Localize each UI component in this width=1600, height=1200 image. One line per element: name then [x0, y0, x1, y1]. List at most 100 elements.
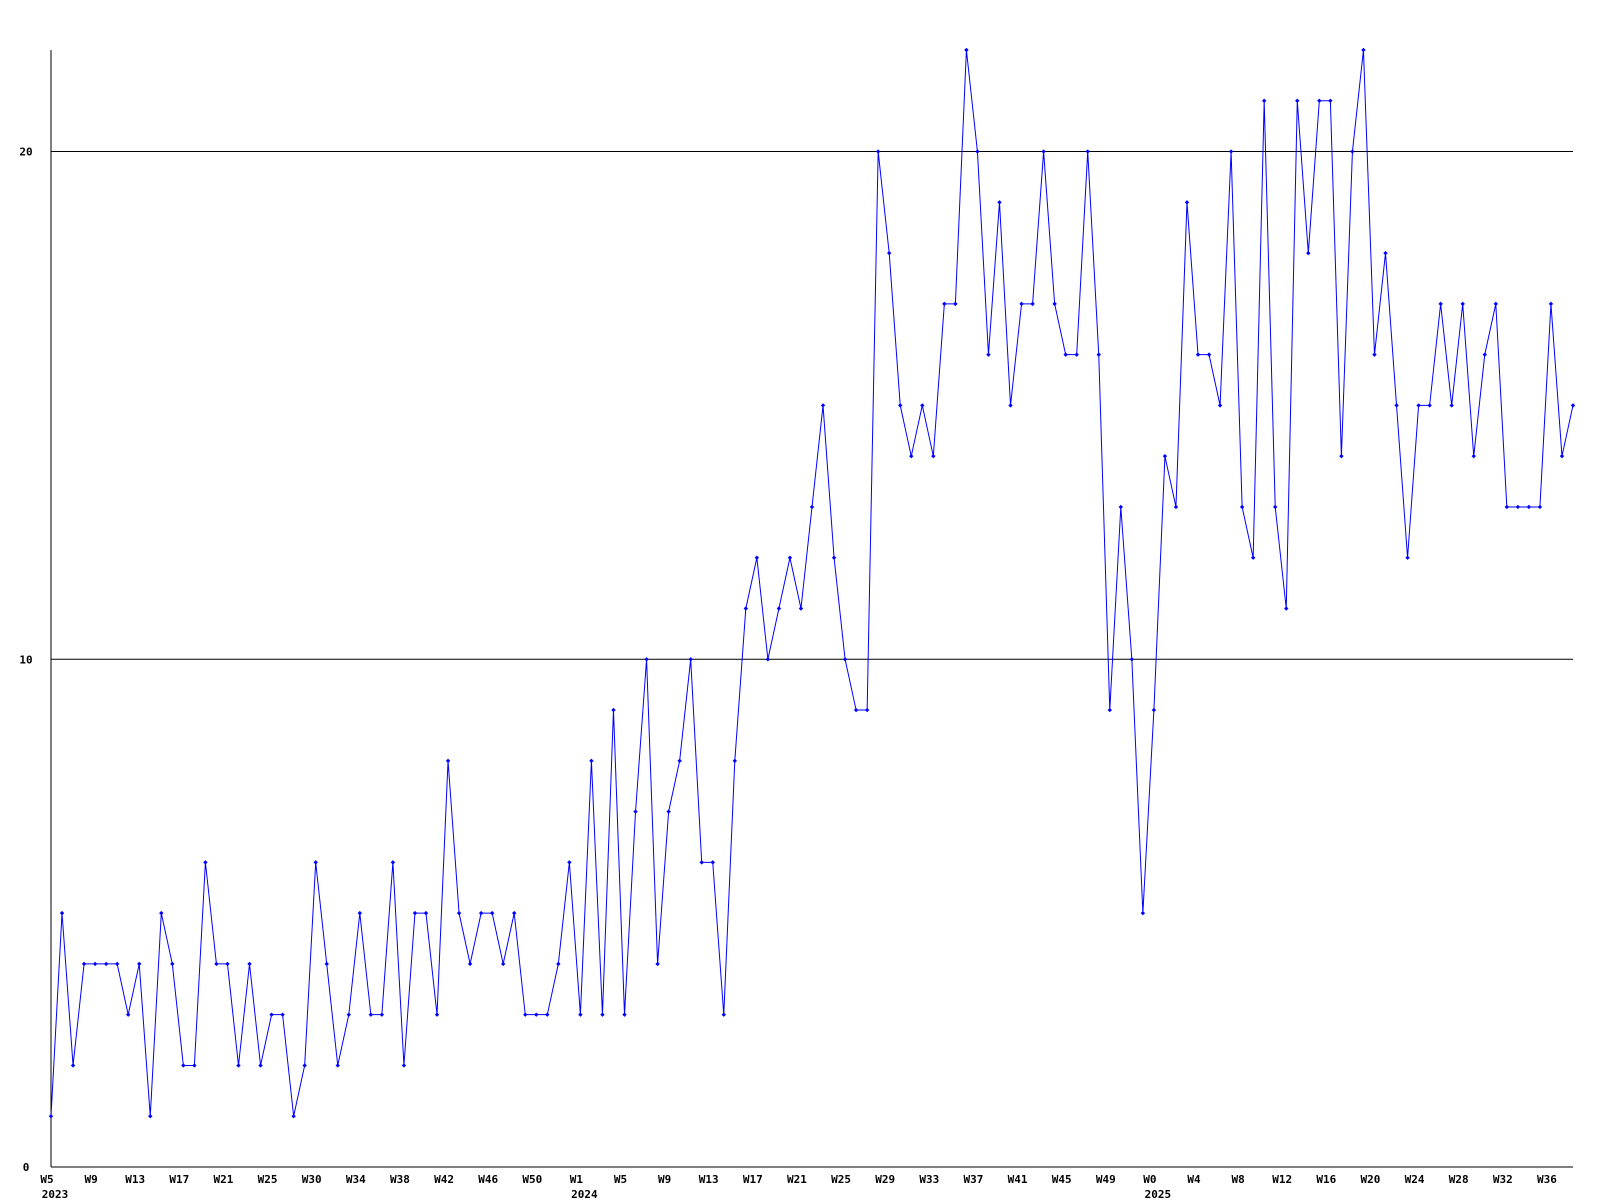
- y-tick-label: 10: [19, 653, 32, 666]
- data-point: [1317, 98, 1322, 103]
- data-point: [1096, 352, 1101, 357]
- data-point: [1107, 707, 1112, 713]
- data-point: [1295, 98, 1300, 103]
- data-point: [1052, 301, 1057, 307]
- x-tick-label: W29: [875, 1173, 895, 1186]
- data-point: [798, 606, 804, 611]
- x-year-label: 2025: [1145, 1188, 1172, 1200]
- data-point: [126, 1012, 131, 1017]
- x-tick-label: W1: [570, 1173, 584, 1186]
- x-tick-label: W21: [214, 1173, 234, 1186]
- data-point: [1306, 250, 1311, 256]
- data-point: [456, 910, 462, 916]
- data-point: [313, 860, 318, 865]
- data-point: [148, 1114, 153, 1119]
- data-point: [622, 1012, 627, 1017]
- data-point: [776, 606, 782, 611]
- data-point: [1471, 453, 1476, 459]
- data-point: [1228, 149, 1234, 154]
- data-point: [291, 1114, 296, 1119]
- data-point: [589, 758, 594, 764]
- data-point: [467, 961, 473, 967]
- data-point: [986, 352, 991, 357]
- x-tick-label: W30: [302, 1173, 322, 1186]
- data-point: [1394, 403, 1399, 408]
- data-point: [302, 1063, 307, 1068]
- x-tick-label: W13: [699, 1173, 719, 1186]
- x-tick-label: W38: [390, 1173, 410, 1186]
- data-point: [1118, 504, 1124, 510]
- x-tick-label: W17: [169, 1173, 189, 1186]
- data-point: [247, 961, 252, 967]
- x-tick-label: W41: [1008, 1173, 1028, 1186]
- data-point: [820, 403, 826, 408]
- data-point: [1559, 453, 1565, 459]
- x-tick-label: W25: [831, 1173, 851, 1186]
- data-point: [997, 200, 1002, 205]
- data-point: [1129, 657, 1135, 662]
- x-tick-label: W25: [258, 1173, 278, 1186]
- x-tick-label: W46: [478, 1173, 498, 1186]
- data-point: [379, 1012, 385, 1017]
- data-point: [1184, 200, 1190, 205]
- data-point: [1250, 555, 1256, 560]
- data-point: [346, 1012, 351, 1017]
- data-point: [170, 961, 175, 967]
- data-point: [1405, 555, 1410, 560]
- x-tick-label: W42: [434, 1173, 454, 1186]
- data-point: [1273, 504, 1278, 510]
- data-point: [269, 1012, 274, 1017]
- data-point: [1008, 403, 1013, 408]
- data-point: [81, 961, 87, 967]
- data-point: [1217, 403, 1223, 408]
- data-point: [567, 860, 572, 865]
- data-point: [434, 1012, 440, 1017]
- data-point: [1449, 403, 1454, 408]
- data-point: [412, 910, 418, 916]
- data-point: [478, 910, 484, 916]
- data-point: [931, 453, 936, 459]
- x-tick-label: W16: [1316, 1173, 1336, 1186]
- data-point: [1504, 504, 1510, 510]
- data-point: [445, 758, 451, 764]
- x-tick-label: W33: [919, 1173, 939, 1186]
- data-point: [1438, 301, 1443, 307]
- data-point: [1140, 910, 1146, 916]
- data-point: [1493, 301, 1498, 307]
- data-point: [1074, 352, 1079, 357]
- data-point: [1350, 149, 1355, 154]
- data-point: [677, 758, 682, 764]
- x-tick-label: W36: [1537, 1173, 1557, 1186]
- x-tick-label: W13: [125, 1173, 145, 1186]
- data-point: [1151, 707, 1157, 713]
- data-point: [335, 1063, 340, 1068]
- data-point: [633, 809, 638, 814]
- data-point: [1019, 301, 1024, 307]
- data-point: [666, 809, 671, 814]
- x-tick-label: W37: [963, 1173, 983, 1186]
- data-point: [280, 1012, 285, 1017]
- data-point: [534, 1012, 539, 1017]
- data-point: [357, 910, 363, 916]
- data-point: [324, 961, 329, 967]
- x-tick-label: W0: [1143, 1173, 1156, 1186]
- data-point: [1361, 47, 1366, 53]
- data-point: [258, 1063, 263, 1068]
- data-point: [1173, 504, 1179, 510]
- x-tick-label: W49: [1096, 1173, 1116, 1186]
- data-point: [578, 1012, 583, 1017]
- x-tick-label: W9: [658, 1173, 671, 1186]
- data-point: [181, 1063, 186, 1068]
- data-point: [59, 910, 65, 916]
- x-tick-label: W9: [84, 1173, 97, 1186]
- data-point: [787, 555, 793, 560]
- y-tick-label: 0: [23, 1161, 30, 1174]
- data-point: [92, 961, 98, 967]
- data-point: [401, 1063, 407, 1068]
- data-line: [50, 49, 1574, 1117]
- data-point: [732, 758, 737, 764]
- x-tick-label: W5: [40, 1173, 53, 1186]
- data-point: [611, 707, 616, 713]
